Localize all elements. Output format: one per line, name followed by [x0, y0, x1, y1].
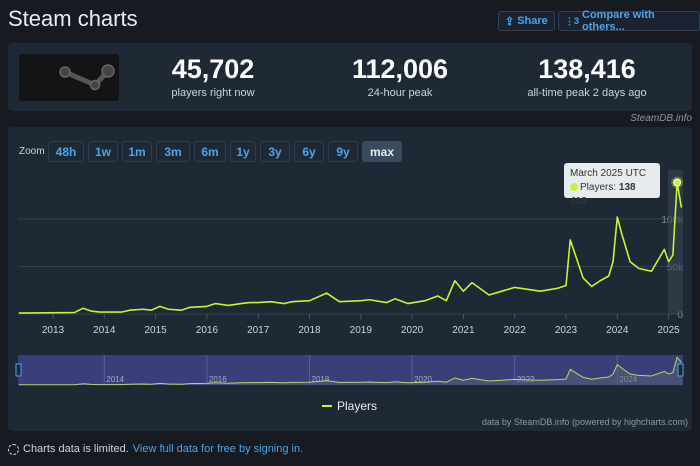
x-tick-label: 2020 [401, 325, 424, 336]
x-tick-label: 2025 [657, 325, 680, 336]
zoom-label: Zoom [19, 146, 45, 157]
x-tick-label: 2013 [42, 325, 65, 336]
x-tick-label: 2017 [247, 325, 270, 336]
share-icon: ⇪ [505, 15, 515, 28]
navigator-tick-label: 2014 [106, 375, 124, 384]
x-tick-label: 2022 [504, 325, 527, 336]
navigator-right-handle[interactable] [677, 363, 684, 377]
steamdb-credit: SteamDB.info [630, 113, 692, 124]
navigator-tick-label: 2016 [209, 375, 227, 384]
legend-line-icon [322, 405, 332, 407]
zoom-48h-button[interactable]: 48h [48, 141, 84, 162]
zoom-6y-button[interactable]: 6y [294, 141, 324, 162]
y-tick-label: 0 [677, 310, 683, 321]
x-tick-label: 2014 [93, 325, 116, 336]
x-tick-label: 2016 [196, 325, 219, 336]
page-title: Steam charts [8, 6, 138, 31]
zoom-max-button[interactable]: max [362, 141, 402, 162]
x-tick-label: 2015 [144, 325, 167, 336]
loading-circle-icon [8, 443, 19, 455]
navigator-area [18, 357, 683, 385]
steam-icon [59, 64, 115, 91]
navigator-tick-label: 2020 [414, 375, 432, 384]
sign-in-link[interactable]: View full data for free by signing in. [132, 443, 304, 455]
x-tick-label: 2024 [606, 325, 629, 336]
compare-icon: ⋮3 [565, 15, 580, 26]
stat-alltime-peak: 138,416 all-time peak 2 days ago [527, 54, 647, 99]
x-tick-label: 2023 [555, 325, 578, 336]
stat-24h-peak: 112,006 24-hour peak [351, 54, 449, 99]
share-button[interactable]: ⇪ Share [498, 11, 555, 31]
stats-panel [8, 43, 692, 111]
navigator-left-handle[interactable] [15, 363, 22, 377]
zoom-1w-button[interactable]: 1w [88, 141, 118, 162]
peak-point [673, 178, 682, 187]
chart-tooltip: March 2025 UTC Players: 138 416 [564, 163, 660, 207]
zoom-6m-button[interactable]: 6m [194, 141, 226, 162]
zoom-3y-button[interactable]: 3y [260, 141, 290, 162]
zoom-1m-button[interactable]: 1m [122, 141, 152, 162]
hover-band [668, 170, 683, 314]
attribution: data by SteamDB.info (powered by highcha… [481, 417, 688, 427]
series-dot-icon [570, 183, 578, 191]
navigator-line [18, 356, 682, 386]
compare-button[interactable]: ⋮3 Compare with others... [558, 9, 700, 33]
zoom-1y-button[interactable]: 1y [230, 141, 256, 162]
players-series-line [18, 181, 683, 314]
footer-notice: Charts data is limited. View full data fo… [8, 443, 303, 455]
x-tick-label: 2019 [350, 325, 373, 336]
steam-logo [19, 54, 119, 101]
stat-current: 45,702 players right now [171, 54, 255, 99]
x-tick-label: 2018 [298, 325, 321, 336]
navigator-tick-label: 2018 [312, 375, 330, 384]
legend-item-players[interactable]: Players [322, 399, 377, 413]
x-tick-label: 2021 [452, 325, 475, 336]
zoom-9y-button[interactable]: 9y [328, 141, 358, 162]
zoom-3m-button[interactable]: 3m [156, 141, 190, 162]
